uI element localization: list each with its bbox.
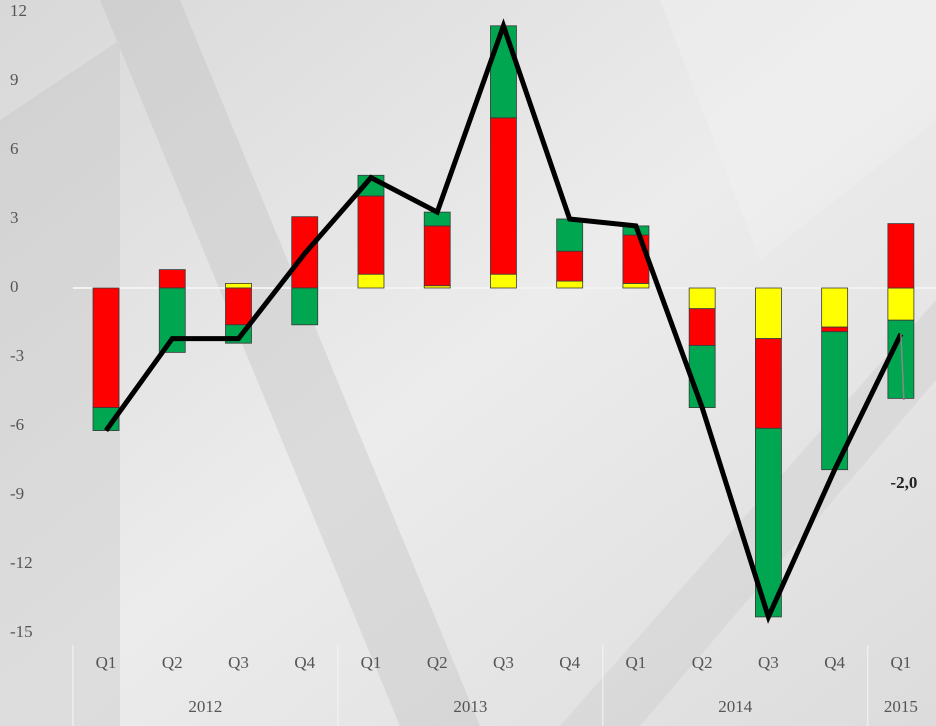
bar-segment xyxy=(225,287,252,326)
y-tick-label: 3 xyxy=(10,208,19,227)
bar-segment xyxy=(357,273,385,289)
bar-segment xyxy=(158,269,186,289)
x-tick-label: Q4 xyxy=(824,653,845,672)
bar-segment xyxy=(490,117,517,275)
annotation: -2,0 xyxy=(890,473,917,492)
year-label: 2015 xyxy=(884,697,918,716)
year-label: 2013 xyxy=(453,697,487,716)
bar-segment xyxy=(92,287,120,408)
x-tick-label: Q4 xyxy=(294,653,315,672)
x-tick-label: Q1 xyxy=(96,653,117,672)
x-tick-label: Q3 xyxy=(493,653,514,672)
x-tick-label: Q1 xyxy=(626,653,647,672)
bar-segment xyxy=(490,273,517,289)
year-label: 2012 xyxy=(188,697,222,716)
bar-segment xyxy=(887,287,915,321)
bar-segment xyxy=(556,250,584,282)
x-tick-label: Q3 xyxy=(758,653,779,672)
x-tick-label: Q2 xyxy=(427,653,448,672)
annotation-leader xyxy=(900,333,905,401)
x-tick-label: Q1 xyxy=(361,653,382,672)
bar-segment xyxy=(688,287,716,310)
x-tick-label: Q3 xyxy=(228,653,249,672)
x-tick-label: Q1 xyxy=(890,653,911,672)
x-tick-label: Q2 xyxy=(162,653,183,672)
bar-segment xyxy=(291,287,319,326)
bar-segment xyxy=(622,234,650,284)
bar-segment xyxy=(357,195,385,275)
bar-segment xyxy=(755,338,782,429)
bar-segment xyxy=(556,218,584,252)
bar-segment xyxy=(688,308,716,346)
y-tick-label: -9 xyxy=(10,484,24,503)
x-tick-label: Q2 xyxy=(692,653,713,672)
y-tick-label: 12 xyxy=(10,1,27,20)
y-tick-label: -15 xyxy=(10,622,33,641)
bar-segment xyxy=(755,287,782,339)
bar-segment xyxy=(821,326,849,333)
x-tick-label: Q4 xyxy=(559,653,580,672)
bar-segment xyxy=(225,282,252,289)
y-tick-label: 9 xyxy=(10,70,19,89)
y-tick-label: -3 xyxy=(10,346,24,365)
bar-segment xyxy=(622,282,650,289)
bar-segment xyxy=(821,287,849,328)
bar-segment xyxy=(887,319,915,399)
bar-segment xyxy=(556,280,584,289)
y-tick-label: 0 xyxy=(10,277,19,296)
y-tick-label: -12 xyxy=(10,553,33,572)
bar-segment xyxy=(887,223,915,289)
line-series xyxy=(103,18,904,624)
y-tick-label: -6 xyxy=(10,415,24,434)
bar-segment xyxy=(423,225,451,287)
bar-segment xyxy=(490,25,517,119)
y-tick-label: 6 xyxy=(10,139,19,158)
year-label: 2014 xyxy=(718,697,753,716)
